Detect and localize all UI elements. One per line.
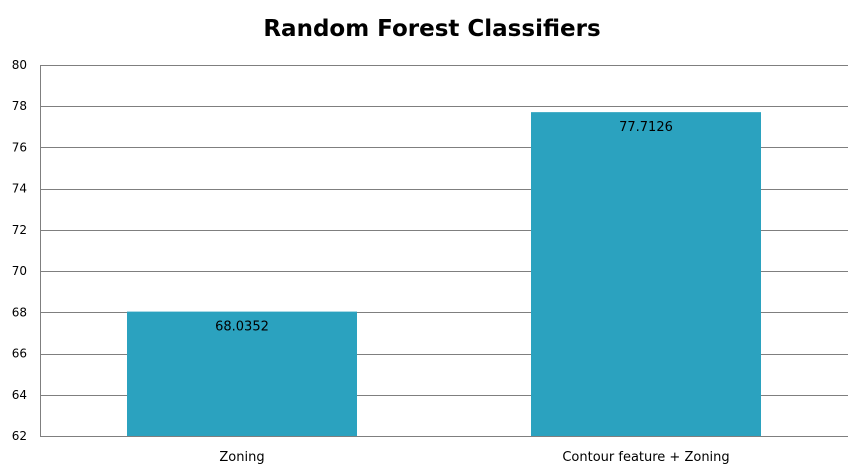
y-tick-label-78: 78 [12, 99, 27, 113]
y-tick-label-74: 74 [12, 182, 27, 196]
data-label-2: 77.7126 [619, 120, 673, 135]
y-axis-tick-labels: 62 64 66 68 70 72 74 76 78 80 [12, 58, 27, 443]
bar-2 [531, 112, 761, 436]
data-labels: 68.0352 77.7126 [215, 120, 673, 334]
y-tick-label-76: 76 [12, 140, 27, 154]
x-category-label-2: Contour feature + Zoning [562, 450, 729, 465]
y-tick-label-70: 70 [12, 264, 27, 278]
y-tick-label-68: 68 [12, 305, 27, 319]
chart-title: Random Forest Classifiers [263, 16, 600, 42]
x-category-label-1: Zoning [219, 450, 264, 465]
y-tick-label-62: 62 [12, 429, 27, 443]
y-tick-label-80: 80 [12, 58, 27, 72]
y-tick-label-72: 72 [12, 223, 27, 237]
bar-1 [127, 311, 357, 436]
x-axis-category-labels: Zoning Contour feature + Zoning [219, 450, 729, 465]
data-label-1: 68.0352 [215, 320, 269, 335]
bars [127, 112, 761, 436]
y-tick-label-66: 66 [12, 347, 27, 361]
y-tick-label-64: 64 [12, 388, 27, 402]
